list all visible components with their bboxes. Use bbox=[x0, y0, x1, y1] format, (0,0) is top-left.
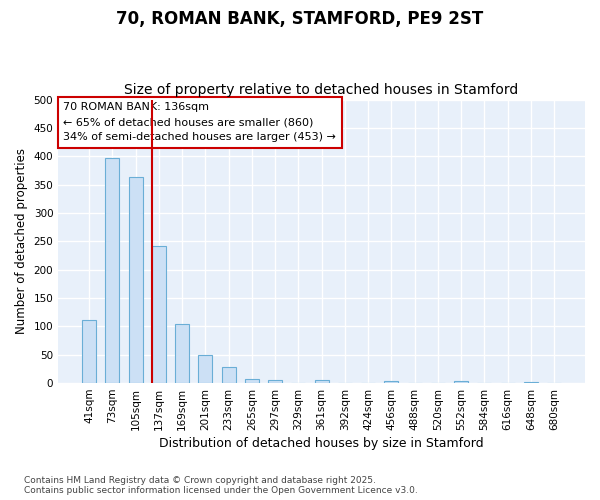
Text: Contains HM Land Registry data © Crown copyright and database right 2025.
Contai: Contains HM Land Registry data © Crown c… bbox=[24, 476, 418, 495]
Y-axis label: Number of detached properties: Number of detached properties bbox=[15, 148, 28, 334]
Bar bbox=[128, 177, 143, 383]
Bar bbox=[175, 324, 189, 383]
Bar bbox=[152, 246, 166, 383]
Bar bbox=[82, 320, 96, 383]
X-axis label: Distribution of detached houses by size in Stamford: Distribution of detached houses by size … bbox=[159, 437, 484, 450]
Bar bbox=[221, 366, 236, 383]
Bar bbox=[314, 380, 329, 383]
Bar bbox=[524, 382, 538, 383]
Bar bbox=[245, 378, 259, 383]
Bar bbox=[106, 158, 119, 383]
Text: 70 ROMAN BANK: 136sqm
← 65% of detached houses are smaller (860)
34% of semi-det: 70 ROMAN BANK: 136sqm ← 65% of detached … bbox=[64, 102, 337, 142]
Bar bbox=[268, 380, 282, 383]
Bar bbox=[199, 354, 212, 383]
Text: 70, ROMAN BANK, STAMFORD, PE9 2ST: 70, ROMAN BANK, STAMFORD, PE9 2ST bbox=[116, 10, 484, 28]
Bar bbox=[385, 382, 398, 383]
Bar bbox=[454, 382, 468, 383]
Title: Size of property relative to detached houses in Stamford: Size of property relative to detached ho… bbox=[124, 83, 519, 97]
